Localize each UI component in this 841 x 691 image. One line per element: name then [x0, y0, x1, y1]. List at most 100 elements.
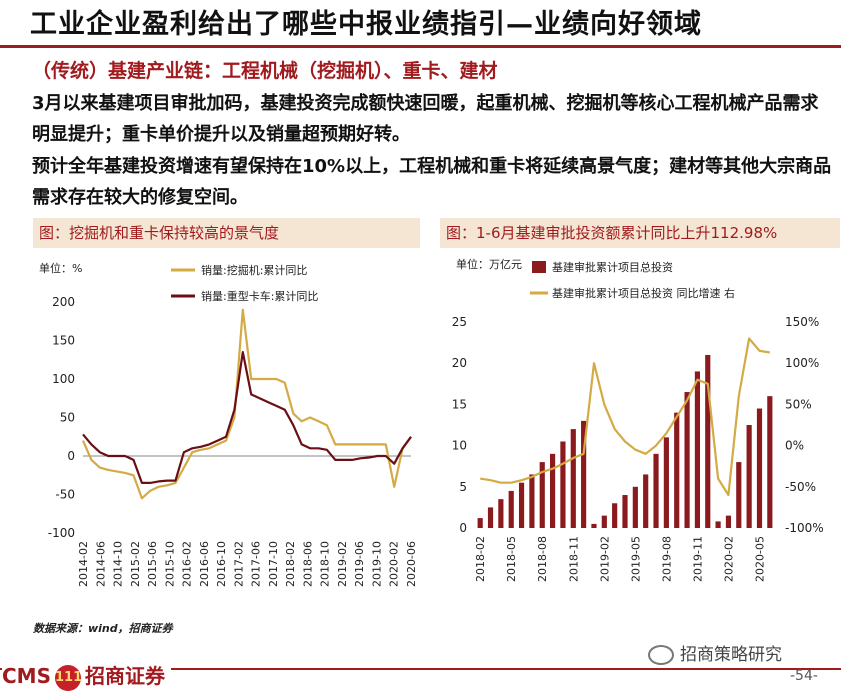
right-bar	[498, 499, 504, 528]
title-rule	[0, 45, 841, 48]
body-paragraph-1: 3月以来基建项目审批加码，基建投资完成额快速回暖，起重机械、挖掘机等核心工程机械…	[32, 93, 819, 145]
right-bar	[487, 507, 494, 528]
right-y-left-tick-label: 15	[452, 397, 467, 411]
right-y-left-tick-label: 0	[459, 521, 467, 535]
brand-abbrev: CMS	[2, 664, 51, 688]
left-x-tick-label: 2016-10	[215, 541, 228, 587]
left-x-tick-label: 2016-06	[198, 541, 211, 587]
left-y-tick-label: 200	[52, 295, 75, 309]
right-bar	[632, 486, 638, 528]
data-source: 数据来源：wind，招商证券	[33, 622, 173, 635]
right-bar	[518, 482, 525, 528]
right-chart-header: 图：1-6月基建审批投资额累计同比上升112.98%	[440, 218, 840, 248]
right-bar	[570, 429, 576, 528]
right-bar	[694, 371, 700, 528]
right-legend-label: 基建审批累计项目总投资	[552, 260, 673, 274]
right-bar	[622, 495, 628, 528]
right-x-tick-label: 2019-05	[629, 536, 642, 582]
right-x-tick-label: 2019-11	[691, 536, 704, 582]
right-y-left-tick-label: 25	[452, 315, 467, 329]
left-x-tick-label: 2016-02	[181, 541, 194, 587]
left-legend-label: 销量:重型卡车:累计同比	[201, 289, 318, 303]
right-x-tick-label: 2018-11	[567, 536, 580, 582]
left-x-tick-label: 2014-02	[77, 541, 90, 587]
left-x-tick-label: 2017-10	[267, 541, 280, 587]
right-bar	[581, 420, 587, 528]
left-legend-label: 销量:挖掘机:累计同比	[201, 263, 307, 277]
right-x-tick-label: 2019-08	[660, 536, 673, 582]
wechat-account: 招商策略研究	[648, 640, 782, 665]
left-chart-header: 图：挖掘机和重卡保持较高的景气度	[33, 218, 420, 248]
right-legend-label: 基建审批累计项目总投资 同比增速 右	[552, 286, 735, 300]
wechat-icon	[648, 645, 674, 665]
left-x-tick-label: 2014-06	[94, 541, 107, 587]
left-x-tick-label: 2015-06	[146, 541, 159, 587]
right-bar	[612, 503, 618, 528]
right-y-right-tick-label: 0%	[785, 439, 804, 453]
left-x-tick-label: 2015-02	[129, 541, 142, 587]
left-series-line	[82, 350, 412, 484]
right-bar	[663, 437, 669, 528]
right-y-right-tick-label: 50%	[785, 397, 812, 411]
left-x-tick-label: 2018-10	[319, 541, 332, 587]
footer-rule	[0, 668, 841, 670]
left-x-tick-label: 2020-06	[405, 541, 418, 587]
right-bar	[767, 396, 773, 528]
right-bar	[508, 490, 514, 528]
left-y-tick-label: 50	[60, 411, 75, 425]
brand-name: 招商证券	[84, 664, 165, 688]
right-bar	[477, 518, 483, 528]
right-bar	[756, 408, 763, 528]
right-bar	[746, 425, 752, 528]
right-bar	[653, 453, 659, 528]
right-bar	[601, 515, 607, 528]
brand-logo: CMS 111 招商证券	[2, 660, 171, 691]
right-bar	[684, 392, 690, 528]
right-chart-title: 图：1-6月基建审批投资额累计同比上升112.98%	[446, 224, 778, 242]
left-y-tick-label: 150	[52, 334, 75, 348]
right-x-tick-label: 2018-08	[536, 536, 549, 582]
right-y-right-tick-label: -50%	[785, 480, 816, 494]
right-y-right-tick-label: -100%	[785, 521, 824, 535]
wechat-account-name: 招商策略研究	[680, 645, 782, 665]
right-y-left-tick-label: 5	[459, 480, 467, 494]
right-bar	[725, 515, 732, 528]
left-y-tick-label: 100	[52, 372, 75, 386]
right-y-left-tick-label: 20	[452, 356, 467, 370]
right-y-left-tick-label: 10	[452, 439, 467, 453]
right-legend-bar-swatch	[532, 261, 546, 273]
left-x-tick-label: 2017-06	[250, 541, 263, 587]
page-title: 工业企业盈利给出了哪些中报业绩指引—业绩向好领域	[30, 9, 702, 40]
right-bar	[643, 474, 649, 528]
right-bar	[591, 523, 597, 528]
page-subtitle: （传统）基建产业链：工程机械（挖掘机）、重卡、建材	[32, 60, 498, 82]
left-y-tick-label: -100	[48, 526, 75, 540]
left-x-tick-label: 2020-02	[388, 541, 401, 587]
right-bar	[539, 462, 545, 528]
right-x-tick-label: 2020-05	[753, 536, 766, 582]
right-bar	[705, 354, 711, 528]
left-x-tick-label: 2019-02	[336, 541, 349, 587]
left-y-tick-label: -50	[55, 488, 75, 502]
brand-badge-icon: 111	[54, 664, 82, 691]
left-x-tick-label: 2018-06	[301, 541, 314, 587]
left-x-tick-label: 2014-10	[112, 541, 125, 587]
right-bar	[674, 412, 680, 528]
left-y-tick-label: 0	[67, 449, 75, 463]
right-bar	[715, 521, 721, 528]
right-y-right-tick-label: 150%	[785, 315, 819, 329]
right-bar	[560, 441, 566, 528]
right-chart-unit: 单位：万亿元	[456, 257, 522, 271]
left-x-tick-label: 2015-10	[163, 541, 176, 587]
right-chart-unit-text: 单位：万亿元	[456, 257, 522, 271]
right-x-tick-label: 2020-02	[722, 536, 735, 582]
right-series-line	[480, 337, 770, 497]
right-bar	[529, 474, 535, 528]
right-bar	[736, 462, 742, 528]
right-x-tick-label: 2018-02	[474, 536, 487, 582]
left-chart-unit: 单位：%	[39, 261, 82, 275]
